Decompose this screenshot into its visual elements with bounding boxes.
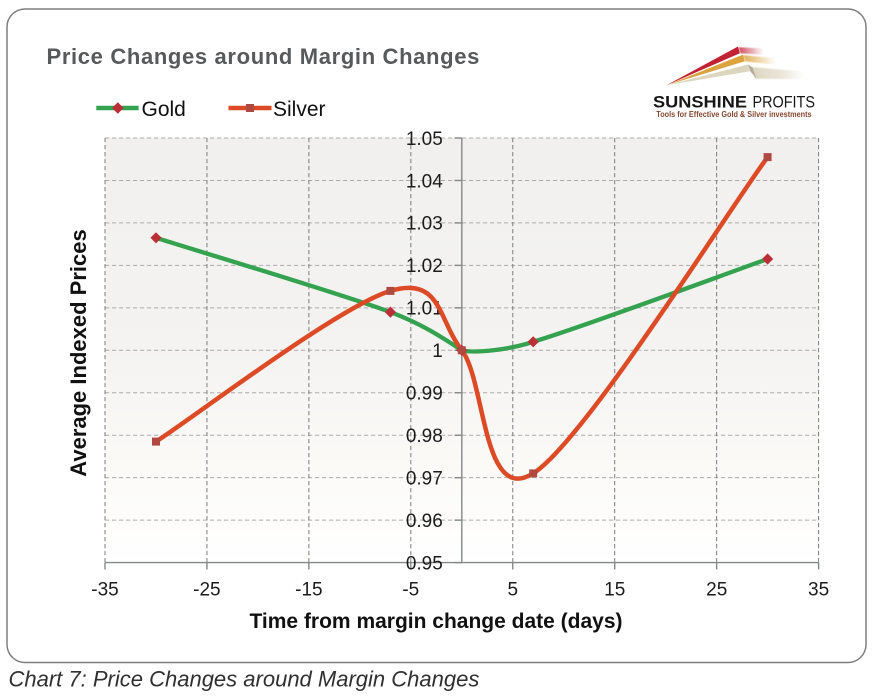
svg-text:15: 15: [604, 580, 625, 601]
svg-text:35: 35: [808, 580, 829, 601]
svg-text:Gold: Gold: [142, 98, 186, 121]
svg-text:Time from margin change date (: Time from margin change date (days): [249, 610, 622, 633]
svg-text:0.96: 0.96: [406, 511, 443, 532]
svg-text:1: 1: [432, 341, 443, 362]
svg-text:1.03: 1.03: [406, 214, 443, 235]
svg-text:SUNSHINE: SUNSHINE: [653, 94, 747, 112]
svg-text:Price Changes around Margin Ch: Price Changes around Margin Changes: [47, 44, 481, 69]
svg-text:-5: -5: [402, 580, 419, 601]
svg-text:5: 5: [508, 580, 519, 601]
svg-text:-25: -25: [193, 580, 220, 601]
svg-text:1.02: 1.02: [406, 256, 443, 277]
svg-text:Chart 7: Price Changes around: Chart 7: Price Changes around Margin Cha…: [9, 667, 480, 692]
svg-text:0.98: 0.98: [406, 426, 443, 447]
svg-text:PROFITS: PROFITS: [753, 94, 816, 112]
svg-text:-35: -35: [91, 580, 118, 601]
svg-text:25: 25: [706, 580, 727, 601]
svg-text:0.97: 0.97: [406, 469, 443, 490]
svg-text:Tools for Effective Gold & Sil: Tools for Effective Gold & Silver invest…: [656, 110, 812, 119]
svg-text:0.95: 0.95: [406, 553, 443, 574]
svg-text:1.04: 1.04: [406, 171, 443, 192]
svg-text:1.01: 1.01: [406, 299, 443, 320]
svg-text:-15: -15: [295, 580, 322, 601]
svg-text:0.99: 0.99: [406, 384, 443, 405]
svg-text:Average Indexed Prices: Average Indexed Prices: [66, 229, 91, 476]
svg-text:1.05: 1.05: [406, 129, 443, 150]
svg-text:Silver: Silver: [273, 98, 326, 121]
